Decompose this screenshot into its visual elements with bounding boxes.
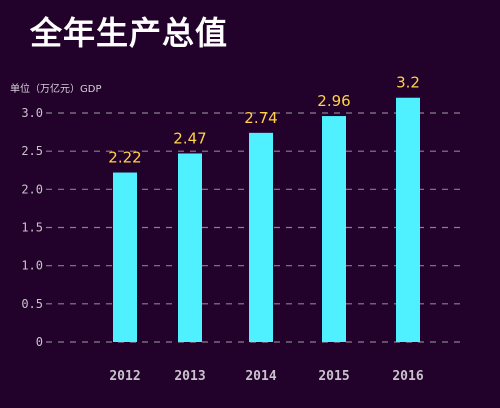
chart-title: 全年生产总值 [30, 14, 229, 52]
y-tick-label: 0 [36, 335, 43, 349]
bar-2013 [178, 153, 202, 342]
bar-2015 [322, 116, 346, 342]
data-label-2015: 2.96 [317, 92, 350, 110]
data-label-2012: 2.22 [108, 149, 141, 167]
x-tick-label-2012: 2012 [109, 369, 140, 384]
y-axis-unit-label: 单位（万亿元）GDP [10, 84, 102, 95]
bar-2014 [249, 132, 273, 342]
x-axis-ticks: 2012 2013 2014 2015 2016 [109, 369, 423, 384]
bars [113, 97, 420, 342]
x-tick-label-2016: 2016 [392, 369, 423, 384]
x-tick-label-2013: 2013 [174, 369, 205, 384]
data-label-2014: 2.74 [244, 109, 277, 127]
data-label-2013: 2.47 [173, 129, 206, 147]
x-tick-label-2014: 2014 [245, 369, 276, 384]
data-label-2016: 3.2 [396, 74, 420, 92]
y-tick-label: 2.5 [21, 144, 43, 158]
data-labels: 2.22 2.47 2.74 2.96 3.2 [108, 74, 420, 167]
y-tick-label: 0.5 [21, 297, 43, 311]
x-tick-label-2015: 2015 [318, 369, 349, 384]
y-tick-label: 3.0 [21, 106, 43, 120]
y-tick-label: 1.5 [21, 221, 43, 235]
bar-2012 [113, 172, 137, 342]
y-tick-label: 2.0 [21, 182, 43, 196]
y-tick-label: 1.0 [21, 259, 43, 273]
bar-2016 [396, 97, 420, 342]
y-axis-ticks: 0 0.5 1.0 1.5 2.0 2.5 3.0 [21, 106, 43, 349]
